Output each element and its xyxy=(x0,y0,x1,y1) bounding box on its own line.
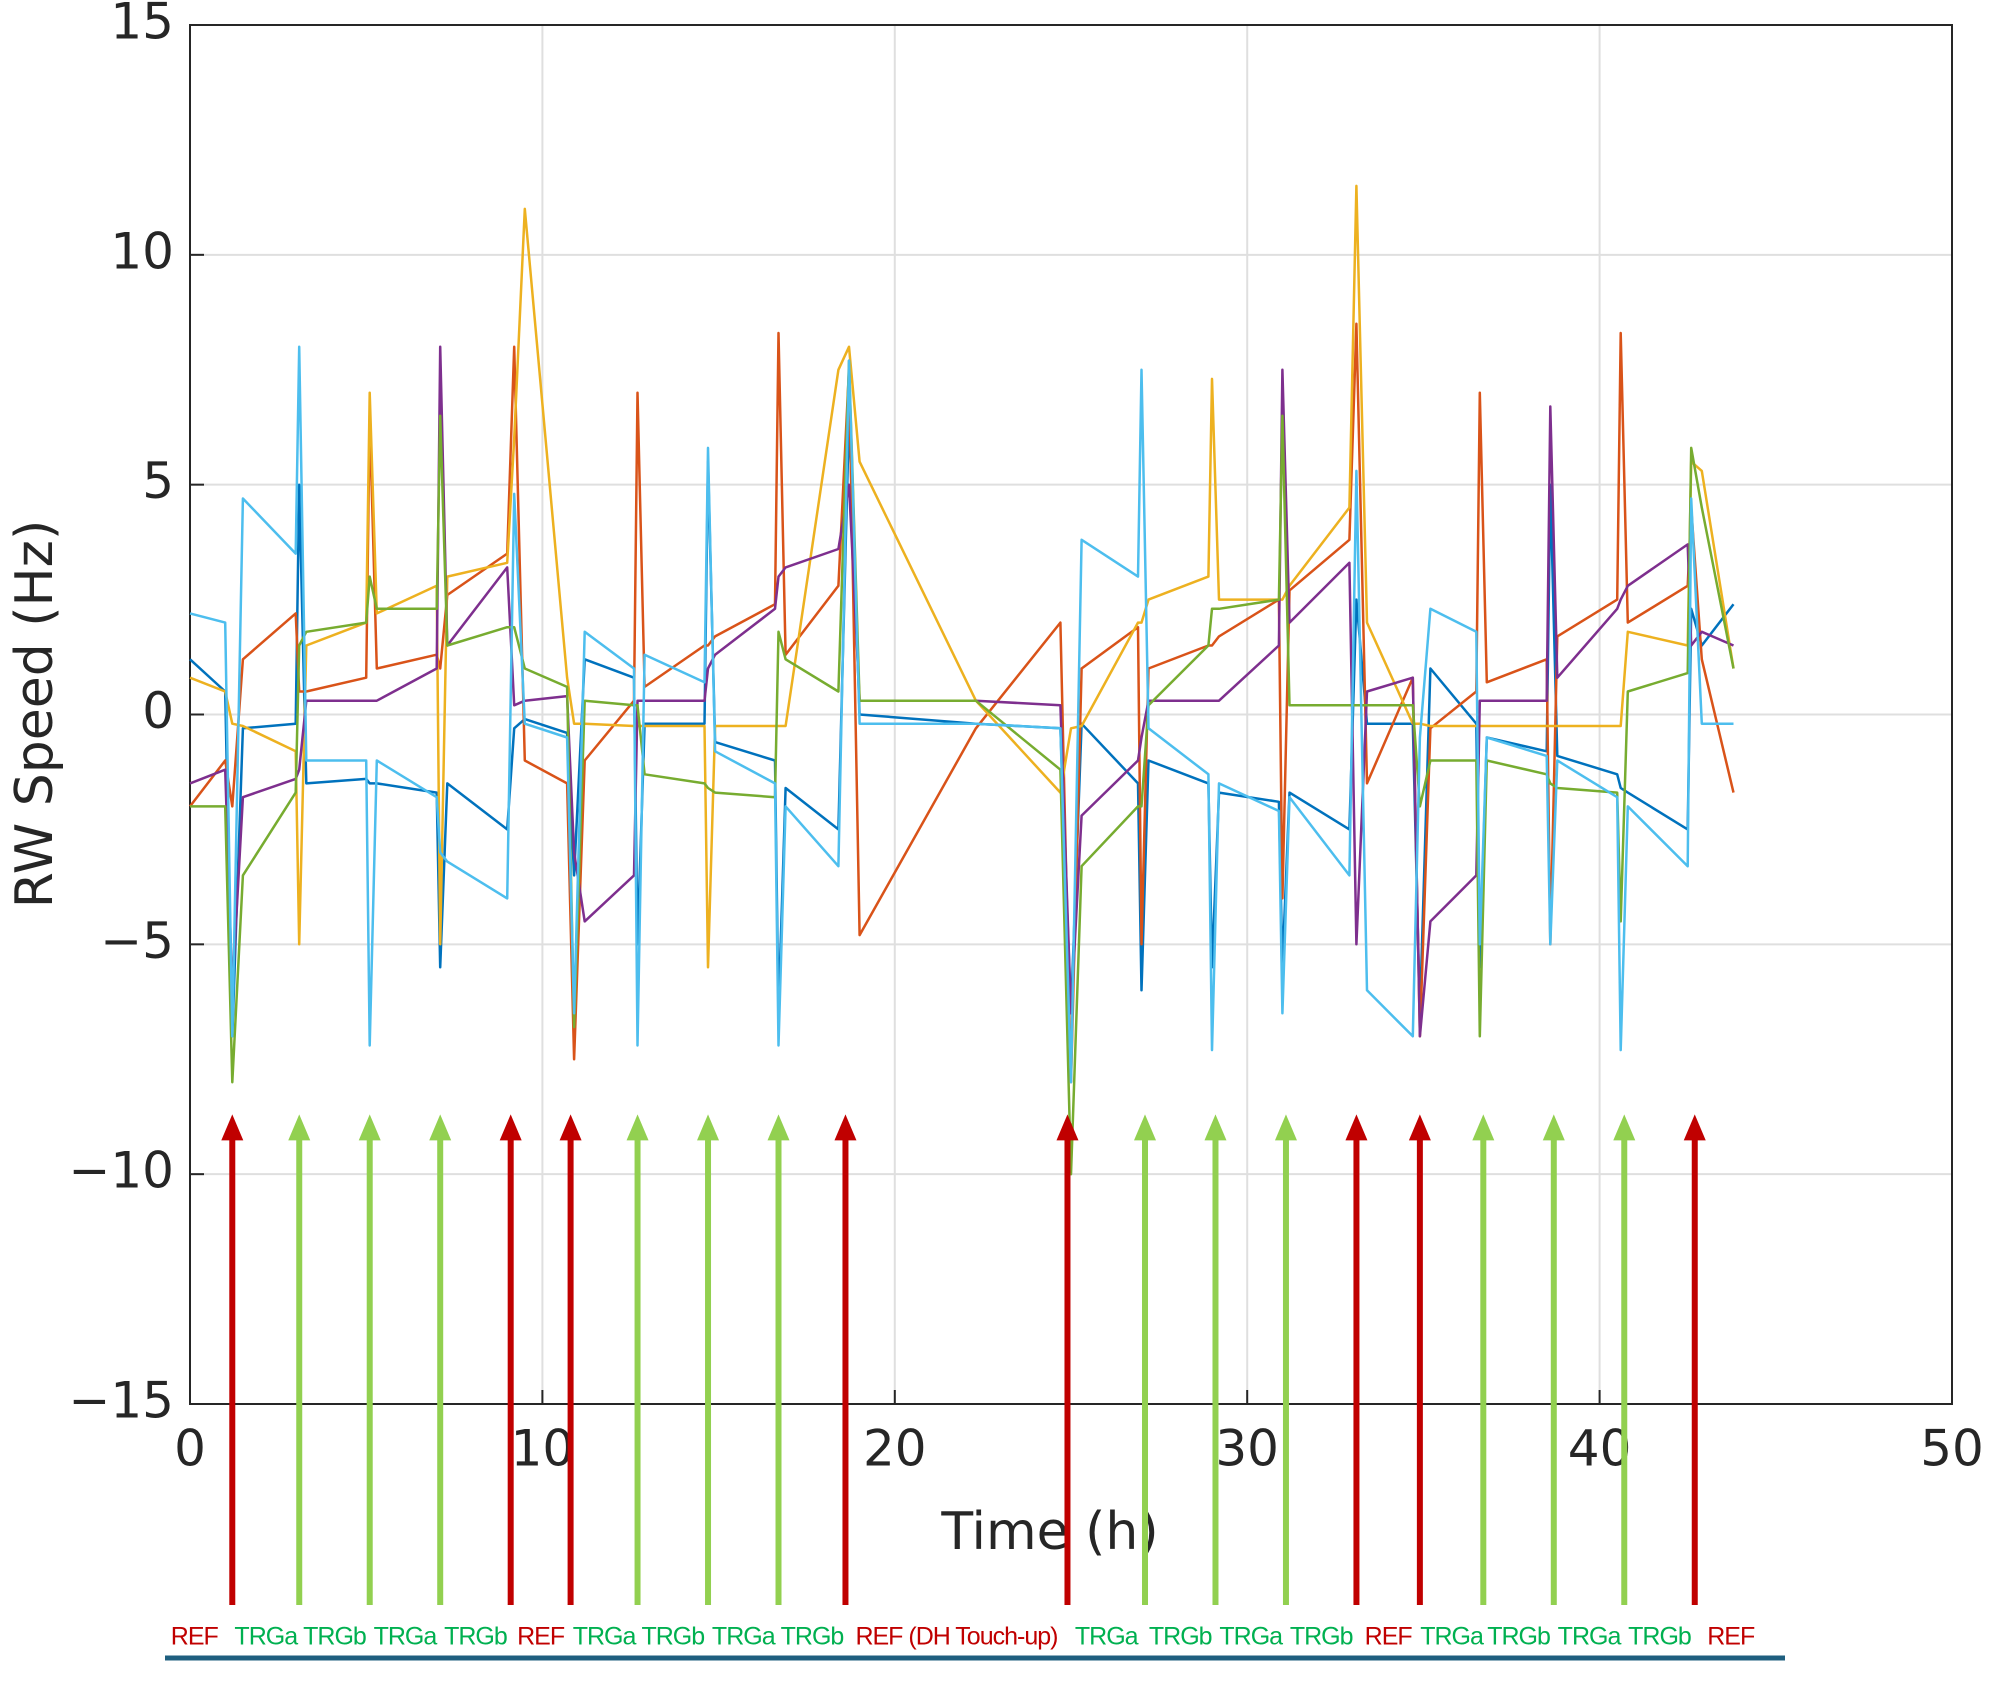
event-arrowhead xyxy=(1408,1114,1431,1141)
x-tick-label: 50 xyxy=(1920,1420,1984,1478)
y-tick-label: 10 xyxy=(110,222,174,280)
x-axis-title: Time (h) xyxy=(940,1502,1158,1562)
event-arrowhead xyxy=(1204,1114,1227,1141)
phase-label: TRGb xyxy=(1487,1623,1550,1651)
event-arrowhead xyxy=(1472,1114,1495,1141)
event-arrowhead xyxy=(358,1114,381,1141)
phase-label: TRGa xyxy=(1075,1623,1139,1651)
y-tick-label: 15 xyxy=(110,0,174,51)
phase-label: TRGb xyxy=(1628,1623,1691,1651)
event-arrowhead xyxy=(288,1114,311,1141)
event-arrowhead xyxy=(767,1114,790,1141)
phase-label: REF xyxy=(517,1623,565,1651)
y-tick-label: 0 xyxy=(142,682,174,740)
y-tick-label: 5 xyxy=(142,452,174,510)
event-arrowhead xyxy=(834,1114,857,1141)
y-tick-label: −10 xyxy=(68,1142,174,1200)
event-arrowhead xyxy=(221,1114,244,1141)
phase-label: REF xyxy=(1365,1623,1413,1651)
event-arrowhead xyxy=(499,1114,522,1141)
event-arrowhead xyxy=(1683,1114,1706,1141)
x-tick-label: 10 xyxy=(511,1420,575,1478)
y-axis-title: RW Speed (Hz) xyxy=(5,520,65,908)
x-tick-label: 40 xyxy=(1568,1420,1632,1478)
plot-frame xyxy=(189,24,1953,1405)
phase-label: TRGa xyxy=(234,1623,298,1651)
phase-label: REF (DH Touch-up) xyxy=(855,1623,1057,1651)
phase-label: TRGb xyxy=(781,1623,844,1651)
series-line xyxy=(189,345,1734,1084)
phase-label: REF xyxy=(171,1623,219,1651)
event-arrowhead xyxy=(697,1114,720,1141)
event-arrowhead xyxy=(1056,1114,1079,1141)
phase-label: TRGa xyxy=(1558,1623,1622,1651)
y-tick-label: −15 xyxy=(68,1372,174,1430)
phase-label: REF xyxy=(1707,1623,1755,1651)
event-arrowhead xyxy=(1274,1114,1297,1141)
phase-label: TRGb xyxy=(1149,1623,1212,1651)
phase-label: TRGb xyxy=(1290,1623,1353,1651)
x-tick-label: 30 xyxy=(1215,1420,1279,1478)
phase-label: TRGb xyxy=(641,1623,704,1651)
phase-label: TRGa xyxy=(573,1623,637,1651)
event-arrowhead xyxy=(559,1114,582,1141)
y-tick-label: −5 xyxy=(100,912,174,970)
event-arrowhead xyxy=(429,1114,452,1141)
event-arrowhead xyxy=(1613,1114,1636,1141)
phase-label: TRGa xyxy=(374,1623,438,1651)
event-arrowhead xyxy=(1134,1114,1157,1141)
x-tick-label: 20 xyxy=(863,1420,927,1478)
event-arrowhead xyxy=(626,1114,649,1141)
phase-label: TRGa xyxy=(1420,1623,1484,1651)
event-arrowhead xyxy=(1542,1114,1565,1141)
event-arrowhead xyxy=(1345,1114,1368,1141)
phase-label: TRGa xyxy=(712,1623,776,1651)
phase-label: TRGb xyxy=(444,1623,507,1651)
x-tick-label: 0 xyxy=(174,1420,206,1478)
phase-label: TRGb xyxy=(303,1623,366,1651)
series-line xyxy=(190,359,1735,1176)
phase-label: TRGa xyxy=(1219,1623,1283,1651)
